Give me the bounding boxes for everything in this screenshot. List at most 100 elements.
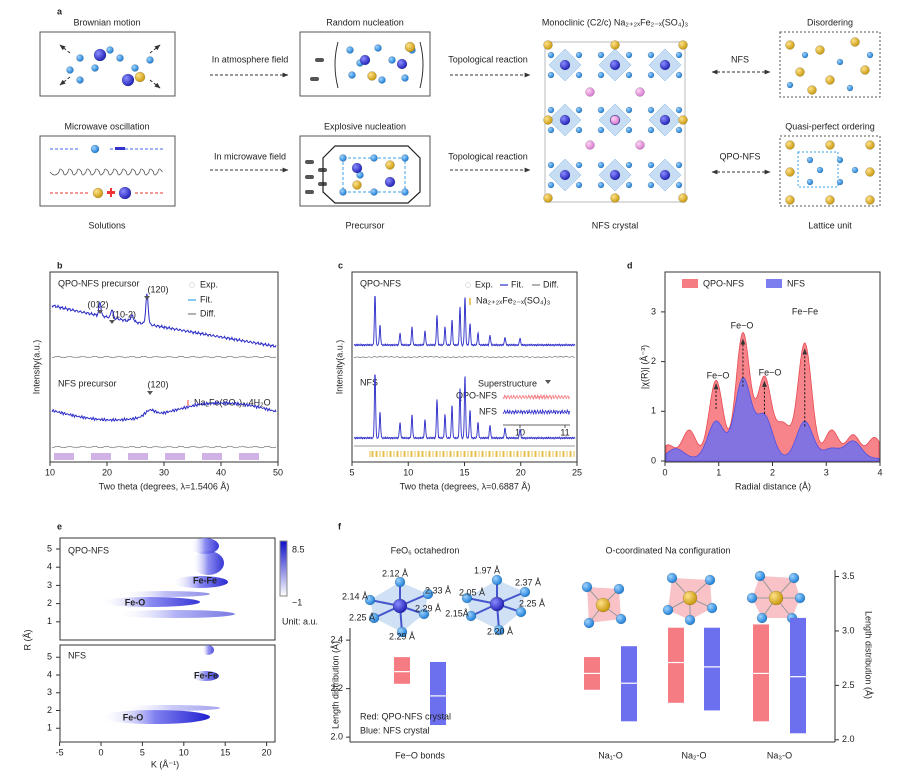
atom (364, 594, 376, 606)
x-tick-label: -5 (56, 747, 64, 757)
label: |χ(R)| (Å⁻³) (639, 345, 649, 389)
inset-tick-label: 11 (560, 427, 569, 437)
atom (807, 85, 817, 95)
atom (388, 56, 396, 64)
box (110, 188, 112, 197)
bracket (334, 41, 424, 89)
box (342, 157, 406, 193)
atom (675, 161, 683, 169)
label: (120) (147, 284, 168, 294)
atom (359, 54, 371, 66)
label: 1.97 Å (474, 565, 500, 575)
atom (625, 71, 633, 79)
atom (795, 67, 805, 77)
atom (678, 115, 688, 125)
label: Fit. (200, 294, 213, 304)
atom (675, 126, 683, 134)
frame (59, 537, 276, 641)
label: Exp. (200, 279, 218, 289)
atom (851, 166, 859, 174)
y-tick-label: 3 (47, 580, 52, 590)
atom (754, 570, 766, 582)
atom (543, 40, 553, 50)
label: b (57, 260, 63, 270)
atom (396, 58, 408, 70)
atom (597, 181, 605, 189)
atom (585, 87, 595, 97)
x-tick-label: 20 (516, 467, 526, 477)
label: QPO-NFS (68, 545, 109, 555)
atom (461, 592, 473, 604)
label: NFS crystal (592, 220, 639, 230)
atom (121, 73, 135, 87)
atom (625, 161, 633, 169)
atom (836, 58, 844, 66)
y-tick-label: 2.2 (330, 683, 343, 693)
label: 2.25 Å (519, 598, 545, 608)
label: Lattice unit (808, 220, 852, 230)
atom (106, 46, 114, 54)
atom (339, 188, 347, 196)
atom (134, 71, 146, 83)
atom (352, 180, 362, 190)
atom (666, 572, 678, 584)
intensity-region (115, 610, 235, 618)
label: Fe-Fe (193, 575, 217, 585)
atom (346, 46, 354, 54)
atom (785, 195, 795, 205)
intensity-region (191, 671, 219, 681)
fit-curve (353, 295, 576, 348)
label: Exp. (475, 279, 493, 289)
atom (585, 140, 595, 150)
atom (609, 59, 621, 71)
label: Brownian motion (73, 17, 140, 27)
label: 2.33 Å (425, 585, 451, 595)
label: Na₂₊₂ₓFe₂₋ₓ(SO₄)₃ (476, 295, 551, 305)
atom (189, 282, 195, 288)
label: 2.29 Å (415, 603, 441, 613)
frame (59, 644, 276, 743)
label: Fe-O (125, 597, 146, 607)
legend-swatch (766, 279, 782, 288)
atom (547, 71, 555, 79)
atom (678, 193, 688, 203)
label: NFS (479, 406, 497, 416)
label: Solutions (88, 220, 126, 230)
atom (860, 65, 870, 75)
atom (491, 574, 503, 586)
atom (806, 156, 814, 164)
arrow (59, 44, 71, 54)
x-tick-label: 30 (159, 467, 169, 477)
label: 2.14 Å (342, 591, 368, 601)
label: 2.37 Å (515, 577, 541, 587)
label: R (Å) (22, 630, 32, 651)
label: c (338, 260, 343, 270)
label: QPO-NFS (719, 151, 760, 161)
label: Fe−Fe (792, 306, 818, 316)
diff-curve (353, 355, 576, 359)
atom (583, 617, 595, 629)
atom (788, 572, 800, 584)
label: f (338, 521, 342, 531)
label: Monoclinic (C2/c) Na₂₊₂ₓFe₂₋ₓ(SO₄)₃ (542, 17, 689, 27)
label: Fe-Fe (194, 670, 218, 680)
label: Fe−O (731, 320, 754, 330)
atom (635, 140, 645, 150)
label: NFS (68, 650, 86, 660)
atom (865, 167, 875, 177)
y-tick-label: 2 (47, 705, 52, 715)
octagon (322, 145, 421, 204)
atom (378, 76, 386, 84)
label: Superstructure (478, 378, 537, 388)
label: O-coordinated Na configuration (605, 545, 730, 555)
atom (493, 624, 505, 636)
atom (801, 51, 809, 59)
intensity-region (120, 705, 220, 711)
box (305, 160, 314, 164)
label: QPO-NFS (360, 278, 401, 288)
atom (785, 167, 795, 177)
label: Intensity(a.u.) (334, 340, 344, 395)
atom (116, 54, 124, 62)
atom (825, 195, 835, 205)
atom (647, 126, 655, 134)
